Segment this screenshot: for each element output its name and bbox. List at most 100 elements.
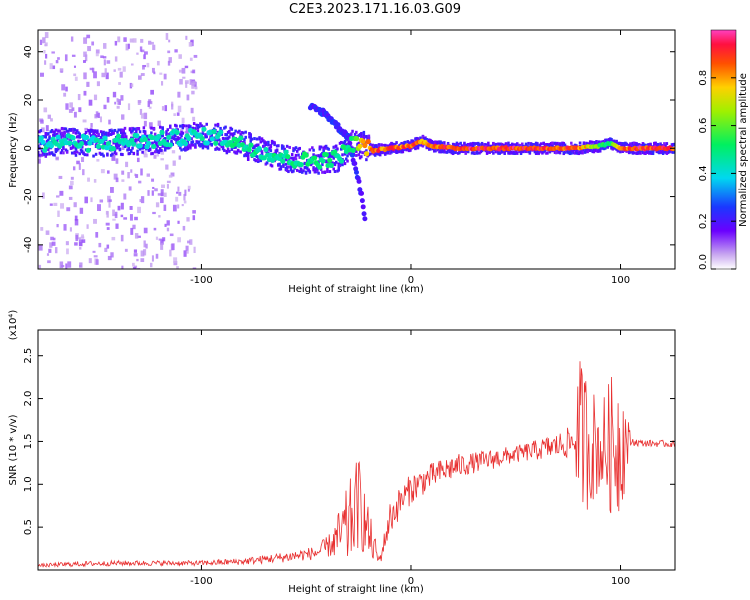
- spectrogram-band-cell: [295, 149, 299, 153]
- spectrogram-band-cell: [552, 142, 555, 146]
- spectrogram-band-cell: [122, 131, 125, 135]
- spectrogram-band-cell: [536, 149, 539, 153]
- spectrogram-noise-cell: [141, 49, 145, 53]
- spectrogram-band-cell: [70, 127, 74, 131]
- spectrogram-band-cell: [209, 135, 212, 139]
- spectrogram-band-cell: [463, 141, 466, 145]
- spectrogram-band-cell: [582, 141, 586, 145]
- spectrogram-band-cell: [191, 140, 195, 144]
- spectrogram-band-cell: [375, 152, 378, 156]
- spectrogram-ridge-point: [320, 158, 326, 164]
- spectrogram-band-cell: [581, 149, 584, 153]
- spectrogram-noise-cell: [183, 250, 187, 257]
- spectrogram-noise-cell: [120, 214, 124, 218]
- spectrogram-band-cell: [184, 136, 187, 140]
- spectrogram-band-cell: [163, 146, 167, 150]
- spectrogram-noise-cell: [194, 86, 198, 90]
- spectrogram-noise-cell: [69, 102, 73, 108]
- spectrogram-band-cell: [671, 142, 675, 146]
- spectrogram-band-cell: [571, 149, 574, 153]
- spectrogram-band-cell: [425, 137, 428, 141]
- spectrogram-band-cell: [593, 140, 597, 144]
- spectrogram-band-cell: [389, 143, 392, 147]
- spectrogram-band-cell: [279, 165, 283, 169]
- spectrogram-band-cell: [602, 147, 606, 151]
- spectrogram-band-cell: [327, 154, 330, 158]
- spectrogram-noise-cell: [74, 215, 78, 221]
- spectrogram-band-cell: [205, 122, 208, 126]
- spectrogram-band-cell: [166, 139, 169, 143]
- spectrogram-ridge-point: [285, 154, 291, 160]
- spectrogram-noise-cell: [114, 56, 118, 62]
- spectrogram-band-cell: [260, 150, 264, 154]
- spectrogram-band-cell: [253, 146, 256, 150]
- spectrogram-band-cell: [121, 132, 124, 136]
- spectrogram-band-cell: [65, 136, 69, 140]
- spectrogram-band-cell: [99, 152, 103, 156]
- spectrogram-band-cell: [381, 149, 384, 153]
- spectrogram-ridge-point: [174, 129, 180, 136]
- spectrogram-band-cell: [656, 142, 660, 146]
- spectrogram-band-cell: [465, 143, 469, 147]
- spectrogram-band-cell: [194, 127, 197, 131]
- spectrogram-band-cell: [204, 133, 207, 137]
- spectrogram-band-cell: [503, 151, 506, 155]
- spectrogram-band-cell: [458, 151, 461, 155]
- spectrogram-noise-cell: [38, 264, 42, 269]
- spectrogram-band-cell: [386, 151, 390, 155]
- y-tick-label: 40: [23, 45, 34, 58]
- spectrogram-band-cell: [580, 151, 583, 155]
- spectrogram-noise-cell: [103, 59, 106, 66]
- spectrogram-band-cell: [269, 144, 273, 148]
- spectrogram-band-cell: [438, 142, 441, 146]
- spectrogram-band-cell: [55, 148, 59, 152]
- spectrogram-band-cell: [500, 149, 504, 153]
- spectrogram-band-cell: [338, 141, 342, 145]
- spectrogram-band-cell: [238, 140, 241, 144]
- spectrogram-band-cell: [631, 141, 635, 145]
- spectrogram-band-cell: [553, 150, 557, 154]
- spectrogram-noise-cell: [129, 38, 134, 43]
- spectrogram-noise-cell: [101, 72, 106, 78]
- spectrogram-band-cell: [190, 140, 193, 144]
- spectrogram-band-cell: [411, 139, 415, 143]
- y-tick-label: 1.5: [23, 433, 34, 449]
- spectrogram-band-cell: [136, 149, 139, 153]
- spectrogram-band-cell: [659, 142, 662, 146]
- spectrogram-band-cell: [59, 132, 63, 136]
- spectrogram-band-cell: [420, 143, 423, 147]
- spectrogram-band-cell: [610, 138, 613, 142]
- colorbar-tick-label: 0.6: [698, 118, 709, 134]
- spectrogram-band-cell: [131, 127, 134, 131]
- spectrogram-band-cell: [119, 128, 123, 132]
- spectrogram-noise-cell: [115, 177, 119, 183]
- spectrogram-noise-cell: [73, 65, 76, 68]
- spectrogram-band-cell: [226, 130, 230, 134]
- spectrogram-band-cell: [119, 152, 123, 156]
- spectrogram-band-cell: [197, 143, 201, 147]
- spectrogram-band-cell: [48, 152, 51, 156]
- spectrogram-band-cell: [65, 129, 69, 133]
- spectrogram-band-cell: [337, 164, 340, 168]
- spectrogram-band-cell: [269, 145, 273, 149]
- spectrogram-band-cell: [417, 143, 421, 147]
- spectrogram-band-cell: [221, 136, 225, 140]
- spectrogram-band-cell: [153, 150, 157, 154]
- spectrogram-band-cell: [341, 163, 344, 167]
- spectrogram-noise-cell: [108, 199, 112, 202]
- spectrogram-band-cell: [400, 141, 403, 145]
- spectrogram-band-cell: [64, 148, 68, 152]
- spectrogram-noise-cell: [108, 201, 111, 208]
- spectrogram-noise-cell: [77, 94, 81, 101]
- spectrogram-noise-cell: [164, 223, 167, 227]
- spectrogram-band-cell: [329, 154, 333, 158]
- spectrogram-band-cell: [544, 151, 548, 155]
- spectrogram-band-cell: [583, 147, 587, 151]
- spectrogram-noise-cell: [61, 84, 66, 91]
- spectrogram-noise-cell: [73, 111, 77, 118]
- spectrogram-band-cell: [127, 147, 131, 151]
- spectrogram-noise-cell: [81, 239, 86, 243]
- spectrogram-band-cell: [69, 128, 73, 132]
- spectrogram-band-cell: [155, 141, 158, 145]
- spectrogram-band-cell: [161, 126, 164, 130]
